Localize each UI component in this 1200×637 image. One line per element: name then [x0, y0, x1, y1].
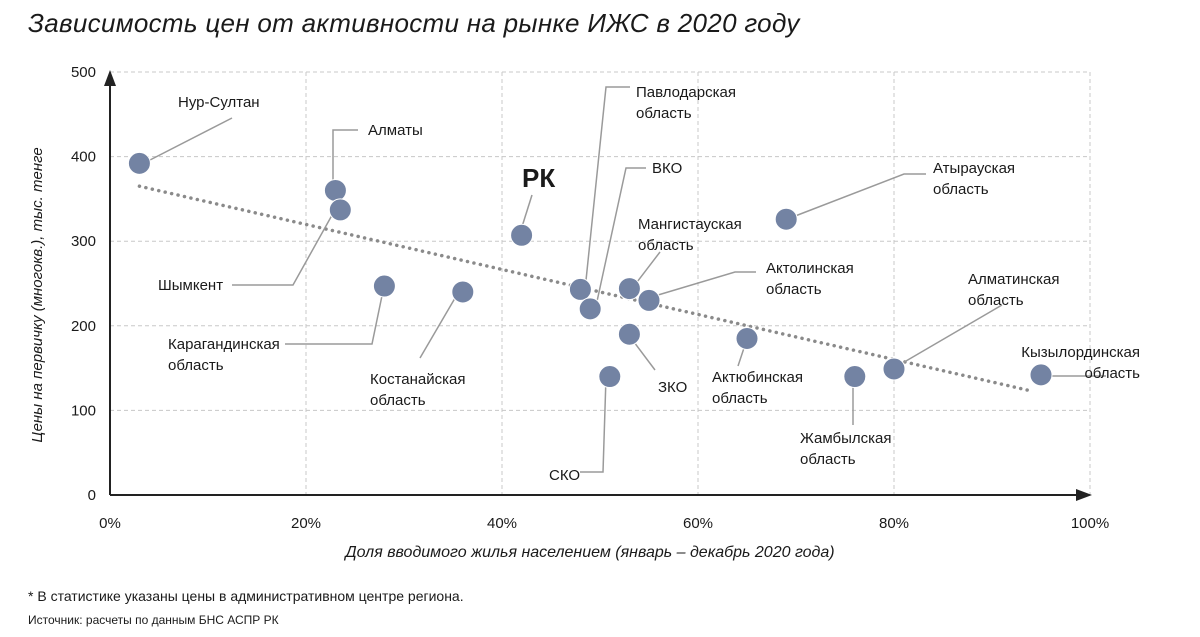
- source-note: Источник: расчеты по данным БНС АСПР РК: [28, 613, 279, 627]
- data-point: [735, 326, 759, 350]
- point-label: ЗКО: [658, 379, 687, 396]
- y-tick-label: 400: [71, 149, 96, 166]
- point-label: РК: [522, 163, 555, 193]
- point-label: Актюбинская область: [712, 369, 803, 407]
- data-point: [617, 277, 641, 301]
- x-tick-label: 60%: [683, 515, 713, 532]
- point-labels: Нур-Султан Алматы Шымкент Карагандинская обл…: [158, 84, 1140, 484]
- point-label: СКО: [549, 467, 580, 484]
- data-point: [1029, 363, 1053, 387]
- axes: [104, 70, 1092, 501]
- scatter-chart: 0 100 200 300 400 500 0% 20% 40% 60% 80% 100% Нур-С…: [29, 64, 1140, 561]
- data-point: [637, 288, 661, 312]
- x-tick-label: 80%: [879, 515, 909, 532]
- x-tick-label: 0%: [99, 515, 121, 532]
- data-point: [617, 322, 641, 346]
- x-tick-label: 20%: [291, 515, 321, 532]
- leader-line: [633, 251, 661, 287]
- data-point: [578, 297, 602, 321]
- leader-line: [893, 304, 1003, 369]
- leader-line: [232, 207, 337, 286]
- point-label: Жамбылская область: [800, 430, 892, 468]
- leader-line: [789, 173, 926, 219]
- x-axis-label: Доля вводимого жилья населением (январь …: [343, 544, 834, 561]
- point-label: Павлодарская область: [636, 84, 736, 122]
- data-point: [510, 223, 534, 247]
- point-label: Актолинская область: [766, 260, 854, 298]
- data-point: [843, 365, 867, 389]
- y-tick-label: 0: [88, 487, 96, 504]
- trendline: [137, 184, 1033, 393]
- data-point: [451, 280, 475, 304]
- data-points: [127, 151, 1053, 389]
- y-tick-label: 500: [71, 64, 96, 81]
- point-label: Шымкент: [158, 277, 223, 294]
- point-label: Алматинская область: [968, 271, 1059, 309]
- leader-line: [595, 167, 646, 307]
- point-label: Кызылординская область: [1021, 344, 1140, 382]
- y-axis-arrow: [104, 70, 116, 86]
- x-axis-arrow: [1076, 489, 1092, 501]
- point-label: Костанайская область: [370, 371, 466, 409]
- data-point: [598, 365, 622, 389]
- leader-line: [332, 129, 358, 188]
- x-tick-label: 40%: [487, 515, 517, 532]
- tick-labels: 0 100 200 300 400 500 0% 20% 40% 60% 80% 100%: [71, 64, 1109, 532]
- leader-line: [580, 376, 607, 473]
- y-tick-label: 100: [71, 402, 96, 419]
- data-point: [882, 357, 906, 381]
- point-label: Карагандинская область: [168, 336, 280, 374]
- data-point: [372, 274, 396, 298]
- point-label: ВКО: [652, 160, 682, 177]
- point-label: Нур-Султан: [178, 94, 260, 111]
- leader-line: [419, 292, 459, 359]
- leader-line: [149, 117, 233, 161]
- leader-line: [647, 271, 756, 299]
- y-tick-label: 300: [71, 233, 96, 250]
- y-tick-label: 200: [71, 318, 96, 335]
- data-point: [774, 207, 798, 231]
- data-point: [568, 277, 592, 301]
- leader-line: [584, 86, 630, 291]
- data-point: [127, 151, 151, 175]
- grid: [110, 71, 1091, 495]
- leader-line: [285, 285, 385, 345]
- chart-title: Зависимость цен от активности на рынке И…: [28, 8, 800, 38]
- point-label: Мангистауская область: [638, 216, 742, 254]
- data-point: [328, 198, 352, 222]
- point-label: Алматы: [368, 122, 423, 139]
- leader-lines: [149, 86, 1106, 473]
- trend-line: [137, 184, 1033, 393]
- y-axis-label: Цены на первичку (многокв.), тыс. тенге: [29, 147, 46, 442]
- point-label: Атырауская область: [933, 160, 1015, 198]
- x-tick-label: 100%: [1071, 515, 1109, 532]
- footnote: * В статистике указаны цены в администра…: [28, 588, 464, 604]
- data-point: [323, 178, 347, 202]
